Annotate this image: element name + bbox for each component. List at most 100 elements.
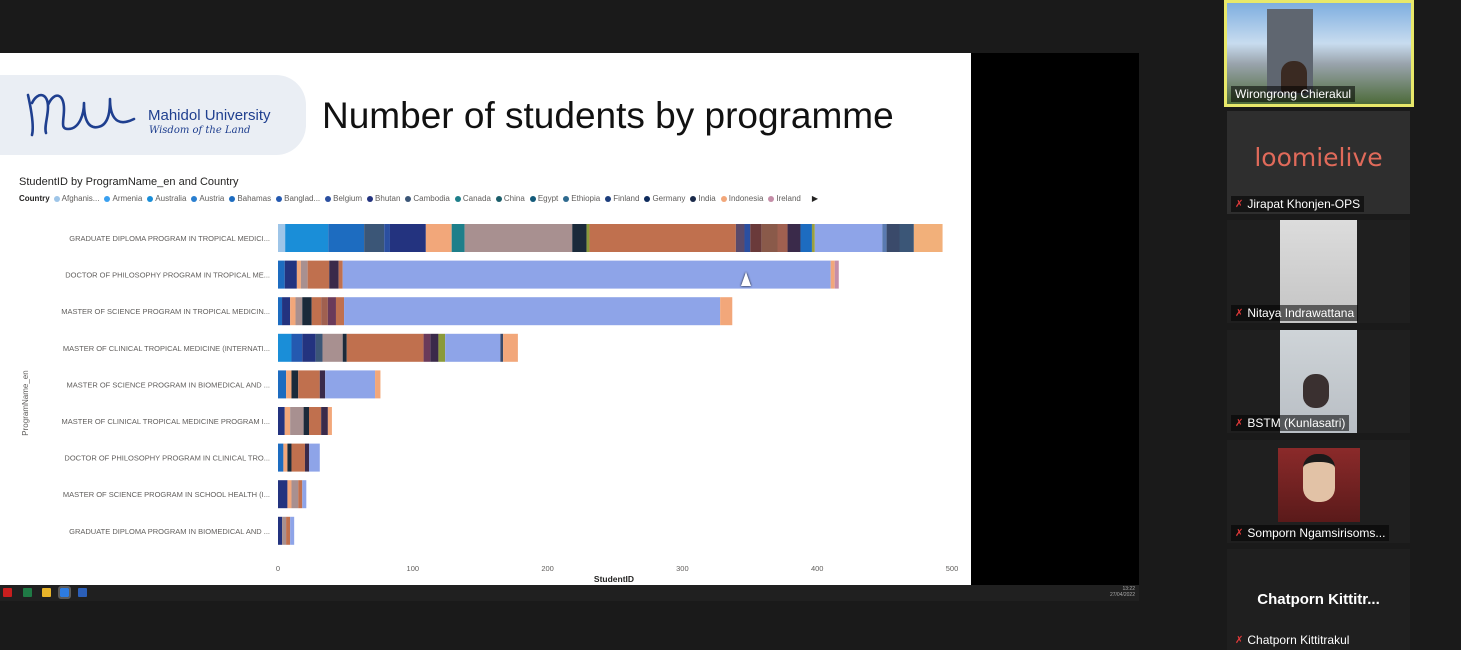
bar-segment: [291, 443, 305, 472]
bar-segment: [290, 516, 295, 545]
legend-label: Ireland: [776, 194, 801, 203]
bar-segment: [913, 224, 943, 252]
legend-item[interactable]: Australia: [147, 194, 186, 203]
university-name: Mahidol University: [148, 107, 271, 124]
bar-segment: [335, 297, 345, 326]
legend-item[interactable]: Germany: [644, 194, 685, 203]
legend-dot: [104, 195, 111, 202]
legend-item[interactable]: India: [690, 194, 716, 203]
word-icon[interactable]: [78, 588, 87, 597]
bar-segment: [286, 370, 292, 399]
legend-dot: [495, 195, 502, 202]
legend-item[interactable]: Ireland: [768, 194, 801, 203]
participant-name: ✗ Jirapat Khonjen-OPS: [1231, 196, 1365, 212]
category-label: DOCTOR OF PHILOSOPHY PROGRAM IN TROPICAL…: [65, 271, 270, 280]
bar-segment: [302, 297, 312, 326]
acrobat-icon[interactable]: [3, 588, 12, 597]
bar-segment: [327, 407, 332, 435]
legend-dot: [644, 195, 651, 202]
bar-segment: [283, 443, 288, 472]
legend-dot: [367, 195, 374, 202]
windows-taskbar: 13:22 27/04/2022: [0, 585, 1139, 601]
bar-segment: [364, 224, 385, 252]
bar-segment: [315, 333, 323, 362]
legend-item[interactable]: Canada: [454, 194, 491, 203]
participant-tile-wirongrong[interactable]: Wirongrong Chierakul: [1224, 0, 1414, 107]
participant-tile-nitaya[interactable]: ✗ Nitaya Indrawattana: [1227, 220, 1410, 323]
legend-dot: [768, 195, 775, 202]
loomielive-logo: loomielive: [1254, 143, 1383, 172]
legend-item[interactable]: China: [495, 194, 525, 203]
clock-time: 13:22: [1122, 586, 1135, 592]
participant-tile-chatporn[interactable]: Chatporn Kittitr... ✗ Chatporn Kittitraku…: [1227, 549, 1410, 650]
legend-label: Bhutan: [375, 194, 401, 203]
chart-title: StudentID by ProgramName_en and Country: [19, 176, 239, 188]
x-tick-label: 200: [541, 564, 554, 573]
participant-tile-bstm[interactable]: ✗ BSTM (Kunlasatri): [1227, 330, 1410, 433]
bar-segment: [338, 260, 343, 289]
bar-segment: [389, 224, 426, 252]
category-label: GRADUATE DIPLOMA PROGRAM IN BIOMEDICAL A…: [69, 527, 270, 536]
bar-segment: [285, 224, 329, 252]
bar-segment: [342, 260, 831, 289]
legend-item[interactable]: Armenia: [104, 194, 142, 203]
legend-item[interactable]: Austria: [191, 194, 224, 203]
drive-icon[interactable]: [42, 588, 51, 597]
legend-dot: [147, 195, 154, 202]
legend-dot: [53, 195, 60, 202]
legend-dot: [720, 195, 727, 202]
bar-segment: [278, 333, 292, 362]
category-label: MASTER OF CLINICAL TROPICAL MEDICINE (IN…: [63, 344, 270, 353]
bar-segment: [278, 480, 288, 509]
legend-dot: [325, 195, 332, 202]
legend-item[interactable]: Belgium: [325, 194, 362, 203]
legend-dot: [563, 195, 570, 202]
participant-tile-somporn[interactable]: ✗ Somporn Ngamsirisoms...: [1227, 440, 1410, 543]
participant-name-text: BSTM (Kunlasatri): [1247, 416, 1346, 430]
bar-segment: [572, 224, 587, 252]
legend-dot: [405, 195, 412, 202]
bar-segment: [750, 224, 762, 252]
legend-item[interactable]: Indonesia: [720, 194, 764, 203]
legend-label: Indonesia: [728, 194, 764, 203]
legend-item[interactable]: Ethiopia: [563, 194, 600, 203]
muted-mic-icon: ✗: [1235, 417, 1244, 429]
legend-item[interactable]: Finland: [605, 194, 639, 203]
legend-items: Afghanis... Armenia Australia Austria Bahama…: [53, 194, 806, 203]
legend-item[interactable]: Bahamas: [229, 194, 271, 203]
bar-segment: [327, 297, 336, 326]
bar-segment: [287, 480, 292, 509]
participant-tile-jirapat[interactable]: loomielive ✗ Jirapat Khonjen-OPS: [1227, 111, 1410, 214]
video-app-icon[interactable]: [58, 586, 71, 599]
legend-label: India: [698, 194, 716, 203]
legend-item[interactable]: Banglad...: [276, 194, 320, 203]
chevron-right-icon[interactable]: ▶: [811, 194, 819, 203]
bar-segment: [882, 224, 887, 252]
legend-item[interactable]: Afghanis...: [53, 194, 99, 203]
legend-label: Bahamas: [237, 194, 272, 203]
excel-icon[interactable]: [23, 588, 32, 597]
bar-segment: [282, 297, 291, 326]
bar-segment: [278, 516, 283, 545]
legend-item[interactable]: Bhutan: [367, 194, 400, 203]
participant-face: [1303, 454, 1335, 502]
bar-segment: [290, 407, 304, 435]
taskbar-clock: 13:22 27/04/2022: [1110, 586, 1135, 598]
bar-segment: [309, 443, 320, 472]
participant-name: Wirongrong Chierakul: [1231, 86, 1356, 102]
bar-segment: [319, 370, 326, 399]
y-axis-title: ProgramName_en: [21, 370, 30, 435]
legend-item[interactable]: Cambodia: [405, 194, 450, 203]
bar-segment: [384, 224, 390, 252]
category-label: MASTER OF CLINICAL TROPICAL MEDICINE PRO…: [61, 417, 270, 426]
legend-label: Canada: [462, 194, 491, 203]
bar-segment: [321, 297, 328, 326]
legend-dot: [276, 195, 283, 202]
bar-segment: [291, 333, 303, 362]
legend-label: Cambodia: [413, 194, 450, 203]
legend-item[interactable]: Egypt: [529, 194, 558, 203]
legend-label: Belgium: [333, 194, 363, 203]
participant-name: ✗ Chatporn Kittitrakul: [1231, 632, 1353, 648]
bar-segment: [278, 260, 285, 289]
bar-segment: [321, 407, 328, 435]
